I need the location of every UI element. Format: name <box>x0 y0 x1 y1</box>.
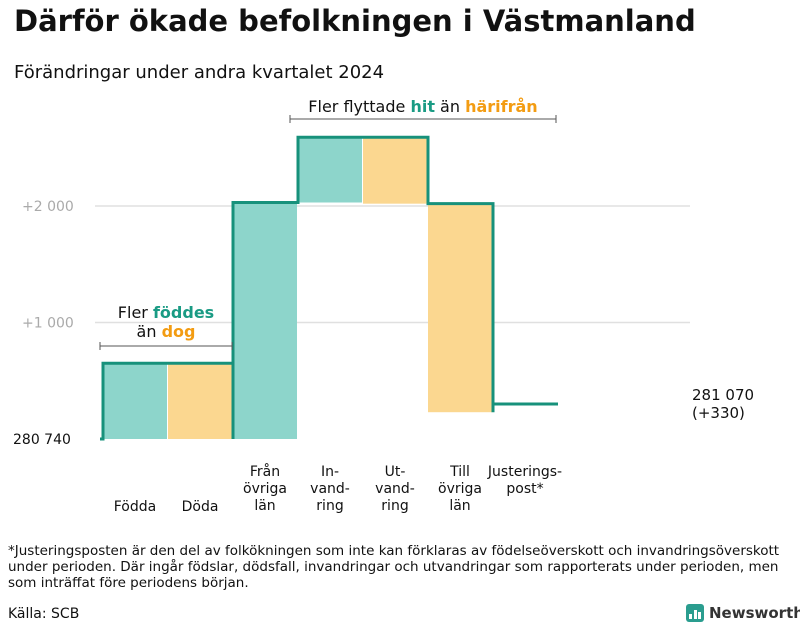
end-change: (+330) <box>692 404 745 422</box>
x-axis-labels: Födda Döda Från övriga län In-vand-ring Ut-van… <box>114 463 562 515</box>
brand-name: Newsworthy <box>709 604 800 622</box>
annotation-moves: Fler flyttade hit än härifrån <box>308 97 537 116</box>
x-category-label: Justerings-post* <box>487 464 562 497</box>
chart-title: Därför ökade befolkningen i Västmanland <box>14 4 696 38</box>
gridlines <box>95 205 690 324</box>
bars <box>103 137 492 439</box>
bar-5 <box>363 137 427 204</box>
x-category-label: Döda <box>182 499 219 515</box>
bar-4 <box>298 137 362 203</box>
y-tick-label: +1 000 <box>22 316 74 332</box>
x-category-label: Födda <box>114 499 156 515</box>
bar-3 <box>233 202 297 439</box>
annotation-births-line1: Fler föddes <box>118 303 214 322</box>
chart-subtitle: Förändringar under andra kvartalet 2024 <box>14 62 385 83</box>
bar-1 <box>103 363 167 439</box>
x-category-label: Från övriga län <box>243 463 287 514</box>
x-category-label: Till övriga län <box>438 464 482 514</box>
newsworthy-logo-icon <box>686 604 704 622</box>
end-value: 281 070 <box>692 386 754 404</box>
y-axis-labels: 280 740 +1 000 +2 000 <box>13 199 74 448</box>
x-category-label: Ut-vand-ring <box>375 464 415 514</box>
bar-6 <box>428 203 492 413</box>
end-value-label: 281 070(+330) <box>692 386 754 422</box>
annotation-births-line2: än dog <box>137 322 196 341</box>
y-tick-label: +2 000 <box>22 199 74 215</box>
running-total-line <box>100 135 558 441</box>
brand-logo-group: Newsworthy <box>686 604 800 622</box>
source-label: Källa: SCB <box>8 606 80 622</box>
bar-2 <box>168 363 232 439</box>
x-category-label: In-vand-ring <box>310 464 350 514</box>
footnote: *Justeringsposten är den del av folkökni… <box>8 543 780 591</box>
y-tick-label: 280 740 <box>13 432 71 448</box>
waterfall-chart: 280 740 +1 000 +2 000 Födda Döda Från övriga l… <box>13 97 754 515</box>
